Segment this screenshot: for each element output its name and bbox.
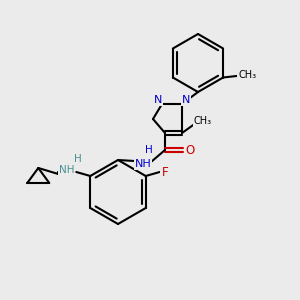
Text: NH: NH	[58, 165, 74, 175]
Text: NH: NH	[135, 159, 152, 169]
Text: CH₃: CH₃	[194, 116, 212, 126]
Text: F: F	[161, 166, 168, 178]
Text: H: H	[145, 145, 153, 155]
Text: CH₃: CH₃	[238, 70, 256, 80]
Text: H: H	[74, 154, 82, 164]
Text: O: O	[185, 143, 195, 157]
Text: N: N	[182, 95, 190, 105]
Text: N: N	[154, 95, 162, 105]
